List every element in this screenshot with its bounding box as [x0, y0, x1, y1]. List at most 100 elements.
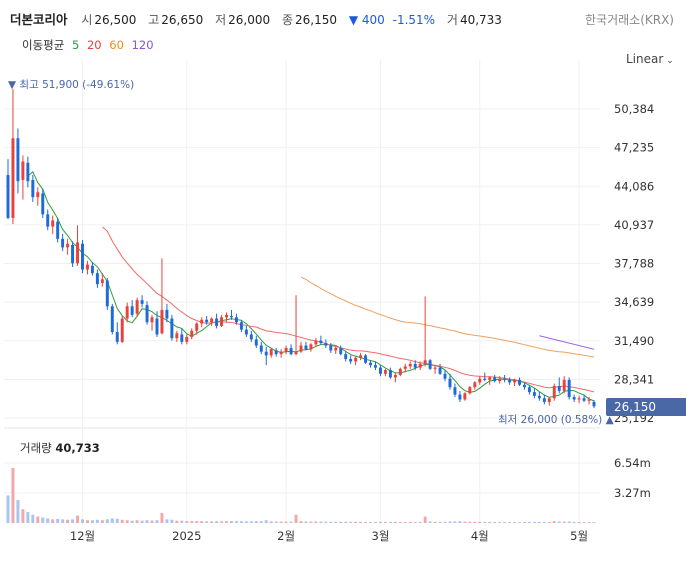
candle-body	[522, 384, 526, 388]
volume-bar	[61, 519, 65, 523]
candle-body	[165, 309, 169, 319]
volume-bar	[6, 495, 10, 523]
volume-bar	[289, 521, 293, 523]
candle-body	[349, 359, 353, 362]
volume-bar	[215, 521, 219, 523]
candle-body	[393, 374, 397, 378]
y-tick-label: 34,639	[614, 295, 654, 309]
volume-bar	[433, 521, 437, 523]
volume-bar	[542, 521, 546, 523]
low-label: 저	[215, 13, 227, 27]
candle-body	[150, 317, 154, 323]
candle-body	[443, 373, 447, 379]
volume-bar	[374, 521, 377, 523]
volume-bar	[239, 521, 243, 523]
candle-body	[229, 316, 233, 318]
scale-selector[interactable]: Linear ⌄	[626, 52, 674, 66]
x-tick-label: 12월	[70, 529, 95, 543]
volume-bar	[150, 520, 154, 523]
volume-bar	[378, 521, 382, 523]
volume-title-label: 거래량	[20, 441, 52, 455]
high-value: 26,650	[161, 13, 204, 27]
volume-bar	[314, 521, 318, 523]
ma5-legend[interactable]: 5	[71, 38, 80, 52]
candle-body	[6, 175, 10, 218]
volume-bar	[513, 522, 517, 523]
volume-bar	[115, 518, 119, 523]
volume-bar	[349, 521, 353, 523]
volume-bar	[438, 521, 442, 523]
chart-header: 더본코리아 시 26,500 고 26,650 저 26,000 종 26,150 ▼ …	[0, 0, 692, 66]
close-label: 종	[281, 13, 294, 27]
volume-bar	[165, 519, 169, 523]
candle-body	[264, 351, 268, 356]
volume-bar	[279, 521, 283, 523]
volume-bar	[488, 521, 492, 523]
volume-bar	[175, 520, 179, 523]
candle-body	[81, 243, 84, 270]
scale-label: Linear	[626, 52, 664, 66]
time-axis: 12월 2025 2월 3월 4월 5월	[70, 529, 588, 543]
volume-bar	[498, 522, 502, 523]
candle-body	[488, 377, 492, 380]
volume-bar	[244, 521, 248, 523]
volume-bar	[443, 521, 447, 523]
volume-bar	[493, 521, 497, 523]
x-tick-label: 5월	[570, 529, 588, 543]
volume-bar	[110, 518, 114, 523]
volume-bar	[145, 520, 149, 523]
y-tick-label: 40,937	[614, 218, 654, 232]
volume-bar	[532, 521, 536, 523]
candle-body	[527, 387, 531, 393]
ma120-legend[interactable]: 120	[131, 38, 154, 52]
volume-bar	[41, 517, 45, 523]
price-summary: 더본코리아 시 26,500 고 26,650 저 26,000 종 26,150 ▼ …	[10, 9, 510, 28]
candle-body	[66, 243, 70, 248]
ma20-legend[interactable]: 20	[86, 38, 102, 52]
candle-body	[56, 221, 60, 239]
candle-body	[483, 378, 487, 380]
y-tick-label: 47,235	[614, 141, 654, 155]
volume-bar	[205, 521, 209, 523]
candle-body	[61, 238, 65, 248]
open-label: 시	[81, 13, 93, 27]
candle-body	[493, 377, 497, 382]
candle-body	[299, 345, 303, 352]
volume-bar	[403, 521, 407, 523]
volume-bar	[120, 519, 124, 523]
volume-bar	[344, 521, 348, 523]
candle-body	[498, 378, 502, 382]
volume-bar	[11, 467, 15, 523]
volume-bar	[170, 519, 174, 523]
volume-bar	[458, 521, 462, 523]
volume-bar	[31, 514, 35, 523]
candle-body	[473, 382, 477, 388]
volume-bar	[21, 509, 25, 523]
candle-body	[433, 367, 437, 369]
candle-body	[468, 387, 472, 394]
candle-body	[587, 399, 591, 401]
volume-bar	[269, 521, 273, 523]
candle-body	[572, 397, 576, 400]
volume-axis: 6.54m 3.27m	[614, 456, 651, 500]
candle-body	[458, 394, 462, 400]
candle-body	[185, 336, 189, 342]
volume-bar	[105, 519, 109, 523]
ma5-line	[27, 170, 595, 402]
stock-name: 더본코리아	[10, 12, 68, 27]
candle-body	[582, 398, 586, 401]
volume-bar	[448, 521, 452, 523]
volume-bar	[334, 521, 338, 523]
volume-bar	[354, 521, 358, 523]
ma60-legend[interactable]: 60	[109, 38, 124, 52]
candle-body	[418, 363, 422, 368]
close-value: 26,150	[295, 13, 338, 27]
volume-bar	[135, 520, 139, 523]
candle-body	[120, 318, 124, 342]
volume-bar	[249, 521, 253, 523]
candle-body	[85, 264, 89, 270]
candle-body	[577, 398, 581, 400]
volume-bar	[160, 512, 164, 523]
volume-bar	[264, 520, 268, 523]
